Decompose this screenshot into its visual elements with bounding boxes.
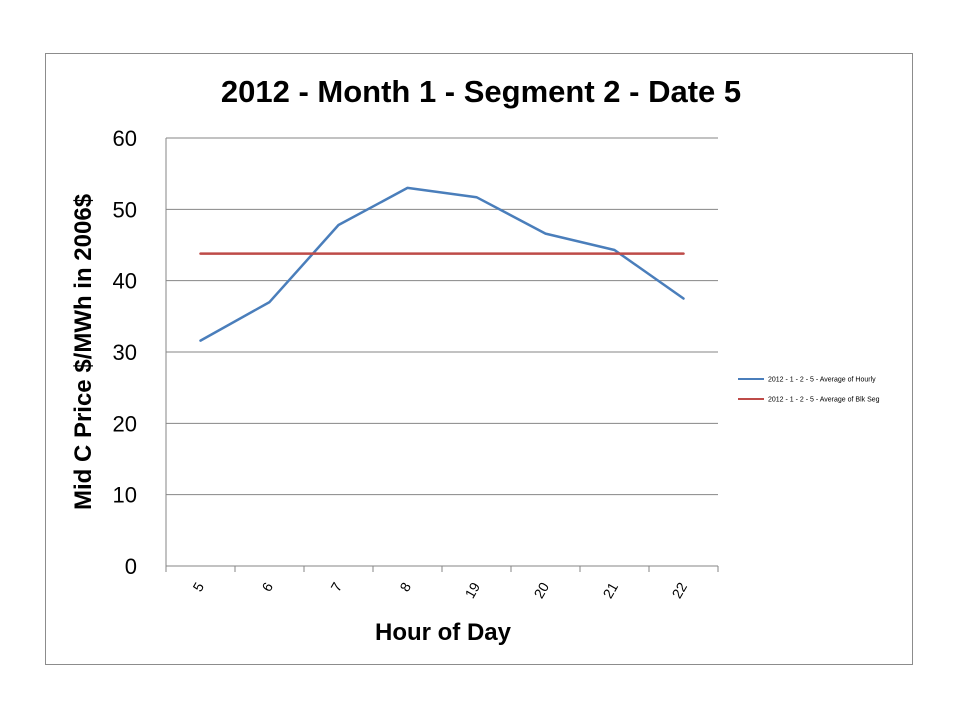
x-tick-label: 5	[189, 579, 207, 594]
y-tick-label: 30	[113, 340, 137, 365]
x-tick-label: 19	[461, 579, 483, 601]
legend: 2012 - 1 - 2 - 5 - Average of Hourly 2012…	[738, 377, 880, 404]
gridlines	[166, 137, 718, 496]
x-tick-label: 20	[530, 579, 552, 601]
legend-label: 2012 - 1 - 2 - 5 - Average of Blk Seg	[768, 397, 880, 404]
x-tick-label: 6	[258, 579, 276, 594]
y-tick-label: 50	[113, 197, 137, 222]
x-tick-label: 22	[668, 579, 690, 601]
x-tick-label: 21	[599, 579, 621, 601]
y-tick-label: 60	[113, 126, 137, 151]
y-tick-label: 20	[113, 411, 137, 436]
chart-title: 2012 - Month 1 - Segment 2 - Date 5	[221, 74, 741, 109]
y-tick-labels: 0 10 20 30 40 50 60	[113, 126, 137, 579]
y-axis-title: Mid C Price $/MWh in 2006$	[70, 193, 97, 510]
series-line	[199, 186, 685, 342]
x-axis-title: Hour of Day	[375, 619, 512, 646]
legend-label: 2012 - 1 - 2 - 5 - Average of Hourly	[768, 377, 876, 384]
y-tick-label: 40	[113, 269, 137, 294]
chart-frame	[45, 53, 913, 665]
series-lines	[199, 186, 685, 342]
y-tick-label: 0	[125, 554, 137, 579]
x-axis: 5 6 7 8 19 20 21 22	[165, 138, 719, 601]
x-tick-label: 8	[396, 579, 414, 594]
x-tick-label: 7	[327, 579, 345, 594]
y-tick-label: 10	[113, 483, 137, 508]
